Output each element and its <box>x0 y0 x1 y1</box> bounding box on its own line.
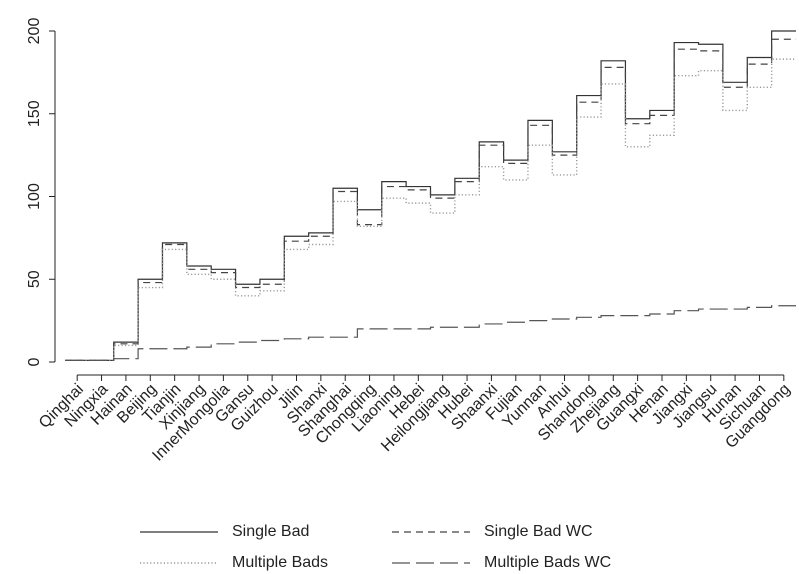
legend: Single Bad Single Bad WC Multiple Bads Mult… <box>140 523 611 571</box>
series-line-2 <box>65 38 796 361</box>
x-ticks: QinghaiNingxiaHainanBeijingTianjinXinjia… <box>36 375 794 465</box>
y-ticks: 0 50 100 150 200 <box>26 18 55 366</box>
legend-label: Multiple Bads WC <box>484 554 611 571</box>
series-line-4 <box>65 305 796 361</box>
legend-label: Single Bad <box>232 523 309 540</box>
y-tick-label: 150 <box>26 100 43 127</box>
y-tick-label: 200 <box>26 18 43 45</box>
y-tick-label: 0 <box>26 357 43 366</box>
series-line-3 <box>65 58 796 362</box>
plot-area: 0 50 100 150 200 QinghaiNingxiaHainanBeijing… <box>26 18 796 465</box>
series-lines <box>65 30 796 362</box>
y-tick-label: 100 <box>26 183 43 210</box>
legend-label: Single Bad WC <box>484 523 593 540</box>
legend-label: Multiple Bads <box>232 554 328 571</box>
y-tick-label: 50 <box>26 270 43 288</box>
